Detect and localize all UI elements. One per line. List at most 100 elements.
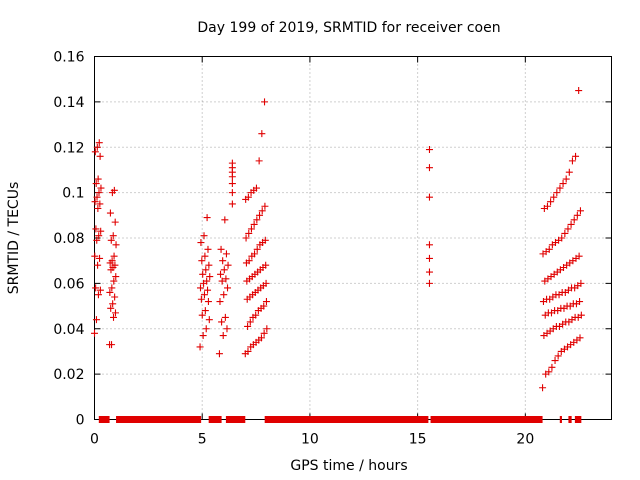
data-point: [92, 316, 100, 324]
data-point: [217, 270, 225, 278]
data-point: [576, 298, 584, 306]
data-point: [576, 207, 584, 215]
data-point: [261, 98, 269, 106]
data-point: [203, 214, 211, 222]
data-point: [201, 252, 209, 260]
data-point: [216, 298, 224, 306]
plot-frame: [94, 56, 612, 420]
data-point: [200, 232, 208, 240]
data-point: [95, 139, 103, 147]
data-point: [219, 257, 227, 265]
data-point: [109, 232, 117, 240]
data-point: [553, 189, 561, 197]
data-point: [223, 325, 231, 333]
data-point: [425, 164, 433, 172]
data-point: [202, 266, 210, 274]
data-point: [92, 180, 100, 188]
data-point: [260, 329, 268, 337]
data-point: [252, 184, 260, 192]
data-point: [559, 180, 567, 188]
data-point: [548, 363, 556, 371]
x-tick-label: 15: [409, 432, 427, 448]
data-point: [262, 261, 270, 269]
data-point: [262, 298, 270, 306]
data-point: [244, 347, 252, 355]
data-point: [205, 261, 213, 269]
grid-lines: [94, 56, 612, 420]
data-point: [200, 291, 208, 299]
data-point: [202, 325, 210, 333]
data-point: [539, 384, 547, 392]
data-point: [222, 275, 230, 283]
data-point: [558, 234, 566, 242]
x-tick-label: 10: [301, 432, 319, 448]
data-point: [205, 316, 213, 324]
data-point: [95, 189, 103, 197]
data-point: [95, 232, 103, 240]
data-point: [228, 159, 236, 167]
data-point: [258, 207, 266, 215]
data-point: [220, 266, 228, 274]
x-axis-label: GPS time / hours: [290, 458, 407, 474]
data-point: [250, 220, 258, 228]
data-point: [545, 245, 553, 253]
data-point: [201, 307, 209, 315]
data-point: [425, 279, 433, 287]
data-point: [253, 245, 261, 253]
data-point: [251, 250, 259, 258]
data-point: [572, 152, 580, 160]
data-point: [576, 334, 584, 342]
data-point: [256, 211, 264, 219]
x-tick-label: 0: [90, 432, 99, 448]
data-point: [247, 225, 255, 233]
data-point: [228, 200, 236, 208]
data-point: [244, 193, 252, 201]
data-point: [91, 148, 99, 156]
y-tick-label: 0.02: [53, 367, 84, 383]
data-point: [228, 189, 236, 197]
data-point: [204, 298, 212, 306]
data-point: [91, 198, 99, 206]
data-point: [109, 300, 117, 308]
data-point: [551, 357, 559, 365]
data-point: [222, 250, 230, 258]
data-point: [112, 273, 120, 281]
data-point: [204, 286, 212, 294]
data-point: [570, 216, 578, 224]
data-point: [108, 257, 116, 265]
data-point: [219, 332, 227, 340]
data-point: [220, 291, 228, 299]
data-point: [554, 352, 562, 360]
data-point: [96, 286, 104, 294]
data-point: [206, 273, 214, 281]
data-point: [245, 229, 253, 237]
data-point: [224, 261, 232, 269]
y-tick-label: 0.1: [62, 186, 84, 202]
data-point: [110, 252, 118, 260]
data-point: [221, 313, 229, 321]
data-point: [203, 277, 211, 285]
data-point: [565, 168, 573, 176]
data-point: [547, 198, 555, 206]
data-point: [107, 304, 115, 312]
data-point: [215, 350, 223, 358]
data-point: [221, 216, 229, 224]
x-tick-label: 20: [516, 432, 534, 448]
data-points: [91, 87, 585, 392]
data-point: [567, 220, 575, 228]
data-point: [93, 143, 101, 151]
data-point: [94, 261, 102, 269]
data-point: [96, 254, 104, 262]
data-point: [91, 252, 99, 260]
data-point: [224, 284, 232, 292]
data-point: [94, 291, 102, 299]
data-point: [110, 313, 118, 321]
data-point: [425, 193, 433, 201]
y-tick-label: 0.08: [53, 231, 84, 247]
data-point: [425, 254, 433, 262]
data-point: [94, 175, 102, 183]
x-tick-labels: 0 5 10 15 20: [90, 432, 534, 448]
y-tick-label: 0.14: [53, 95, 84, 111]
data-point: [257, 334, 265, 342]
